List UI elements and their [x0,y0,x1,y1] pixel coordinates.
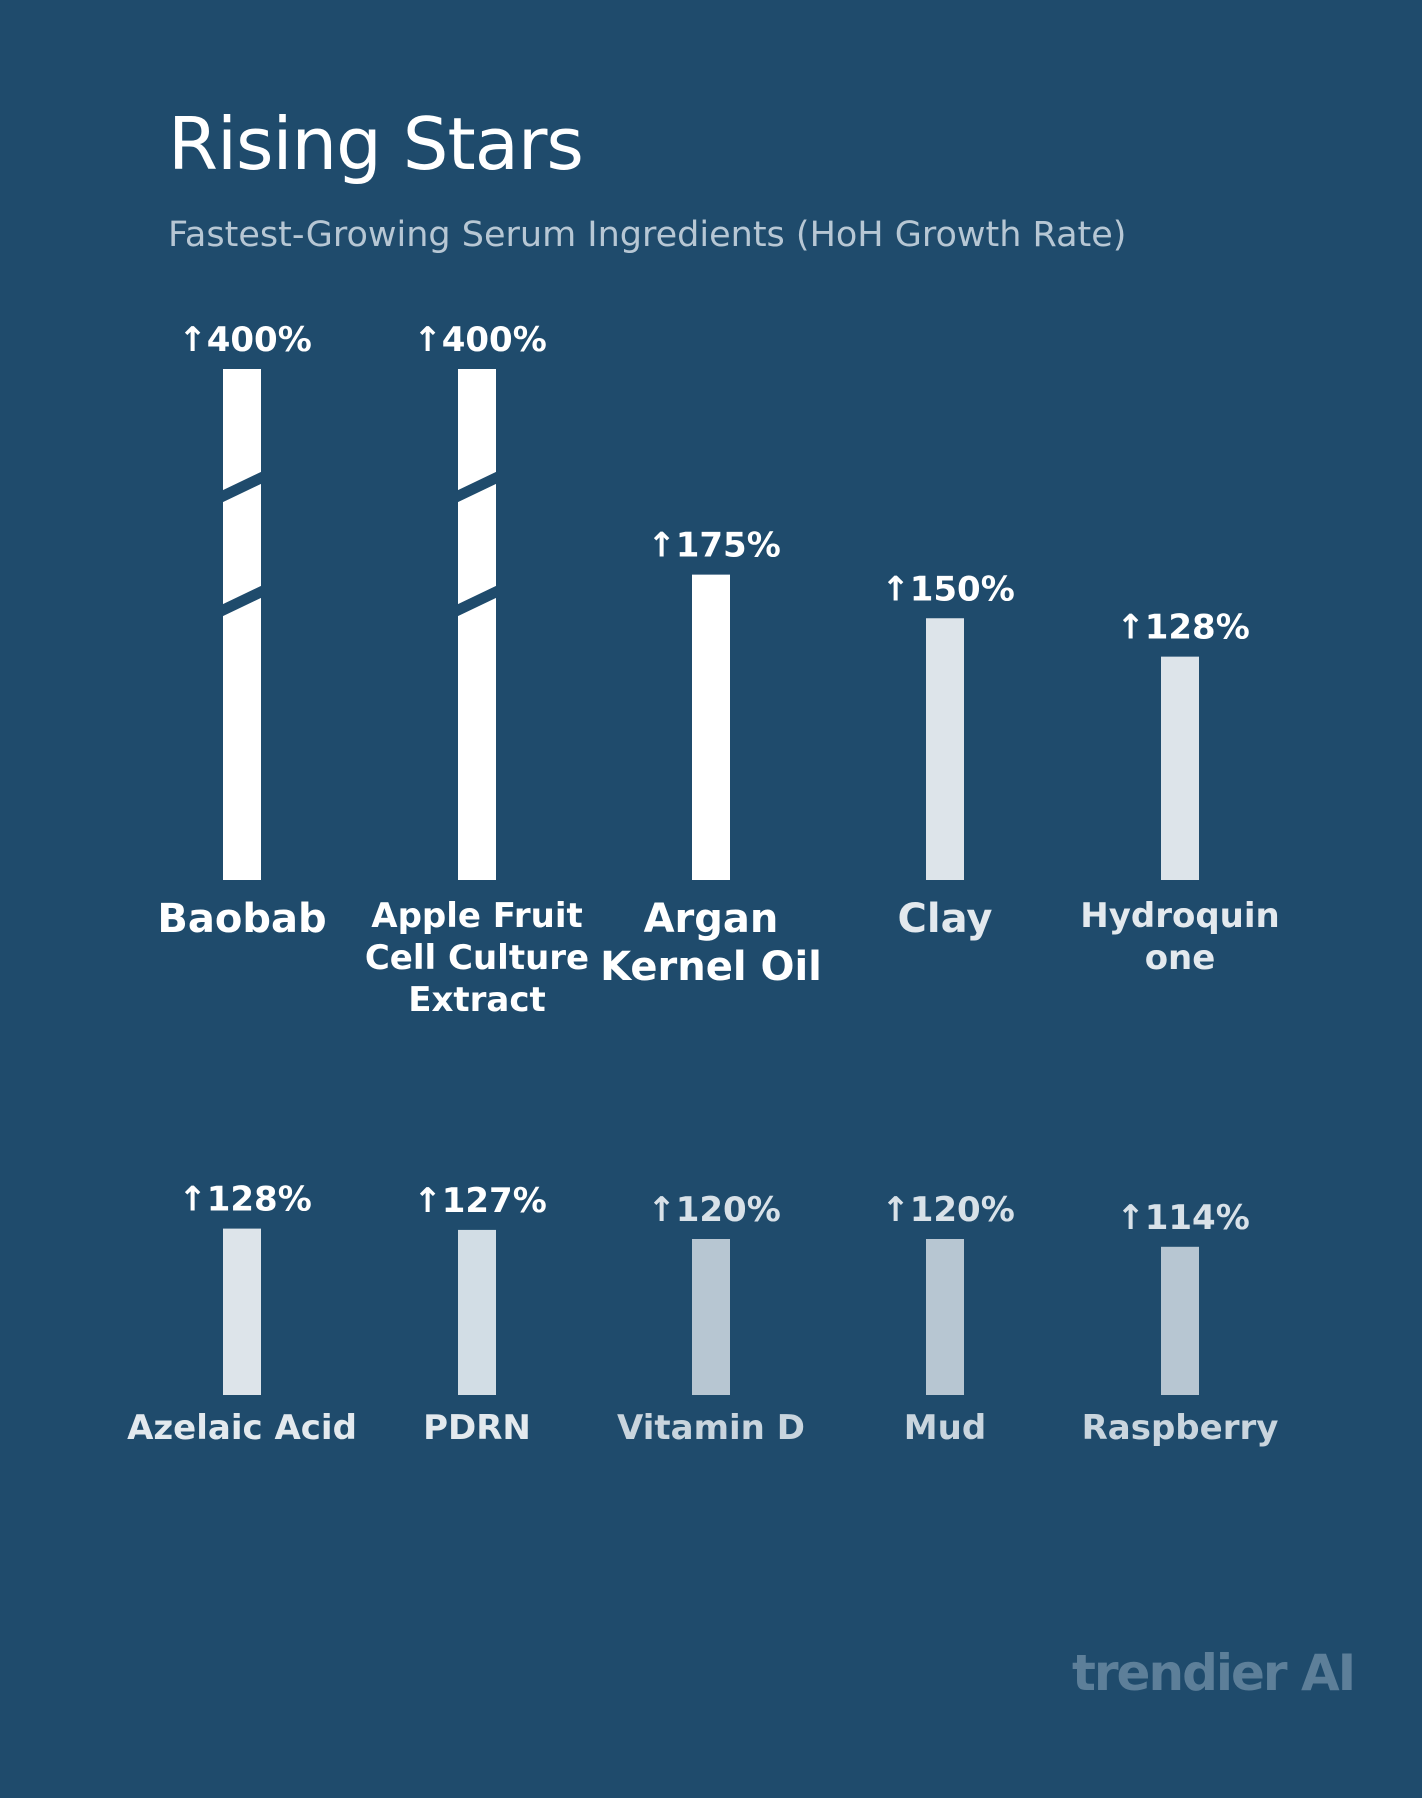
category-label-vitamin-d: Vitamin D [617,1408,805,1448]
brand-watermark: trendier AI [1072,1644,1356,1702]
bar-hydroquin-one [1161,656,1199,880]
category-label-azelaic-acid: Azelaic Acid [127,1408,357,1448]
value-label-clay: ↑150% [881,569,1015,609]
category-label-argan-kernel-oil-line-2: Kernel Oil [600,944,822,990]
value-label-apple-fruit-cell-culture-extract: ↑400% [413,320,547,360]
category-label-clay: Clay [898,896,993,942]
bar-break-baobab-1 [219,470,265,504]
value-label-baobab: ↑400% [178,320,312,360]
value-label-pdrn: ↑127% [413,1181,547,1221]
value-label-vitamin-d: ↑120% [647,1190,781,1230]
bar-mud [926,1239,964,1395]
category-label-apple-fruit-cell-culture-extract-line-1: Apple Fruit [371,896,582,936]
value-label-raspberry: ↑114% [1116,1198,1250,1238]
bar-argan-kernel-oil [692,574,730,880]
category-label-hydroquin-one-line-2: one [1145,938,1216,978]
bar-break-apple-fruit-cell-culture-extract-2 [454,584,500,618]
bar-vitamin-d [692,1239,730,1395]
category-label-baobab: Baobab [157,896,326,942]
value-label-hydroquin-one: ↑128% [1116,608,1250,648]
bar-break-baobab-2 [219,584,265,618]
category-label-apple-fruit-cell-culture-extract-line-2: Cell Culture [365,938,589,978]
category-label-pdrn: PDRN [423,1408,531,1448]
category-label-apple-fruit-cell-culture-extract-line-3: Extract [408,980,546,1020]
category-label-raspberry: Raspberry [1082,1408,1279,1448]
bar-baobab [223,369,261,880]
bar-break-apple-fruit-cell-culture-extract-1 [454,470,500,504]
bar-apple-fruit-cell-culture-extract [458,369,496,880]
chart-title: Rising Stars [168,102,584,186]
chart-subtitle: Fastest-Growing Serum Ingredients (HoH G… [168,215,1127,255]
bar-raspberry [1161,1246,1199,1395]
bar-pdrn [458,1229,496,1395]
category-label-hydroquin-one-line-1: Hydroquin [1080,896,1279,936]
value-label-argan-kernel-oil: ↑175% [647,526,781,566]
bar-azelaic-acid [223,1228,261,1395]
category-label-argan-kernel-oil-line-1: Argan [644,896,779,942]
value-label-azelaic-acid: ↑128% [178,1180,312,1220]
category-label-mud: Mud [904,1408,986,1448]
bar-clay [926,618,964,880]
value-label-mud: ↑120% [881,1190,1015,1230]
